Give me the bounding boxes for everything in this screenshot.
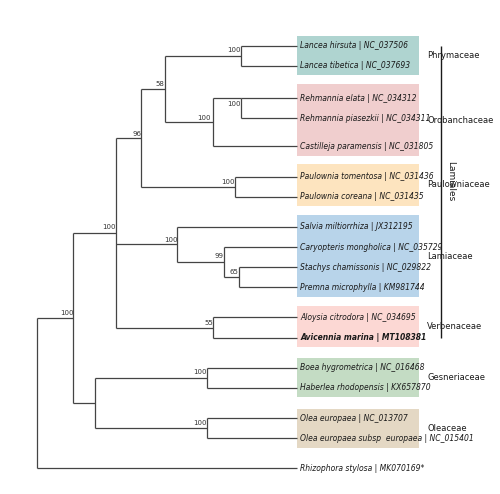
Text: Avicennia marina | MT108381: Avicennia marina | MT108381 bbox=[300, 333, 426, 342]
Bar bbox=[297, 165, 419, 206]
Text: Phrymaceae: Phrymaceae bbox=[428, 51, 480, 60]
Text: 100: 100 bbox=[221, 179, 234, 185]
Bar bbox=[297, 215, 419, 297]
Text: 100: 100 bbox=[198, 115, 211, 121]
Text: Olea europaea | NC_013707: Olea europaea | NC_013707 bbox=[300, 413, 408, 423]
Text: 100: 100 bbox=[164, 237, 177, 243]
Text: 100: 100 bbox=[194, 420, 207, 426]
Text: Paulowniaceae: Paulowniaceae bbox=[428, 180, 490, 190]
Text: 99: 99 bbox=[215, 253, 224, 259]
Text: Verbenaceae: Verbenaceae bbox=[428, 322, 482, 331]
Text: Paulownia coreana | NC_031435: Paulownia coreana | NC_031435 bbox=[300, 192, 424, 201]
Text: Caryopteris mongholica | NC_035729: Caryopteris mongholica | NC_035729 bbox=[300, 243, 442, 251]
Text: Lamiales: Lamiales bbox=[446, 162, 455, 202]
Text: Rehmannia piasezkii | NC_034311: Rehmannia piasezkii | NC_034311 bbox=[300, 114, 430, 123]
Text: Rehmannia elata | NC_034312: Rehmannia elata | NC_034312 bbox=[300, 93, 416, 103]
Text: Lancea tibetica | NC_037693: Lancea tibetica | NC_037693 bbox=[300, 61, 410, 70]
Text: Stachys chamissonis | NC_029822: Stachys chamissonis | NC_029822 bbox=[300, 263, 431, 272]
Text: 100: 100 bbox=[228, 101, 241, 107]
Text: Paulownia tomentosa | NC_031436: Paulownia tomentosa | NC_031436 bbox=[300, 172, 434, 181]
Text: 100: 100 bbox=[228, 47, 241, 53]
Text: 96: 96 bbox=[132, 131, 141, 137]
Text: 58: 58 bbox=[156, 81, 164, 87]
Bar bbox=[297, 306, 419, 347]
Text: Aloysia citrodora | NC_034695: Aloysia citrodora | NC_034695 bbox=[300, 313, 416, 322]
Text: Oleaceae: Oleaceae bbox=[428, 424, 467, 433]
Text: Lancea hirsuta | NC_037506: Lancea hirsuta | NC_037506 bbox=[300, 41, 408, 50]
Text: Lamiaceae: Lamiaceae bbox=[428, 251, 473, 260]
Bar bbox=[297, 36, 419, 75]
Text: Boea hygrometrica | NC_016468: Boea hygrometrica | NC_016468 bbox=[300, 363, 424, 372]
Bar bbox=[297, 358, 419, 397]
Text: 65: 65 bbox=[230, 269, 238, 275]
Text: Salvia miltiorrhiza | JX312195: Salvia miltiorrhiza | JX312195 bbox=[300, 222, 413, 231]
Text: Rhizophora stylosa | MK070169*: Rhizophora stylosa | MK070169* bbox=[300, 464, 424, 473]
Text: Premna microphylla | KM981744: Premna microphylla | KM981744 bbox=[300, 283, 425, 292]
Text: Olea europaea subsp  europaea | NC_015401: Olea europaea subsp europaea | NC_015401 bbox=[300, 434, 474, 443]
Text: Orobanchaceae: Orobanchaceae bbox=[428, 116, 494, 124]
Text: 100: 100 bbox=[102, 224, 116, 230]
Text: Gesneriaceae: Gesneriaceae bbox=[428, 373, 486, 382]
Text: Haberlea rhodopensis | KX657870: Haberlea rhodopensis | KX657870 bbox=[300, 383, 431, 392]
Bar bbox=[297, 409, 419, 449]
Text: 55: 55 bbox=[204, 320, 214, 326]
Bar bbox=[297, 84, 419, 157]
Text: Castilleja paramensis | NC_031805: Castilleja paramensis | NC_031805 bbox=[300, 142, 434, 151]
Text: 100: 100 bbox=[60, 310, 74, 317]
Text: 100: 100 bbox=[194, 370, 207, 375]
